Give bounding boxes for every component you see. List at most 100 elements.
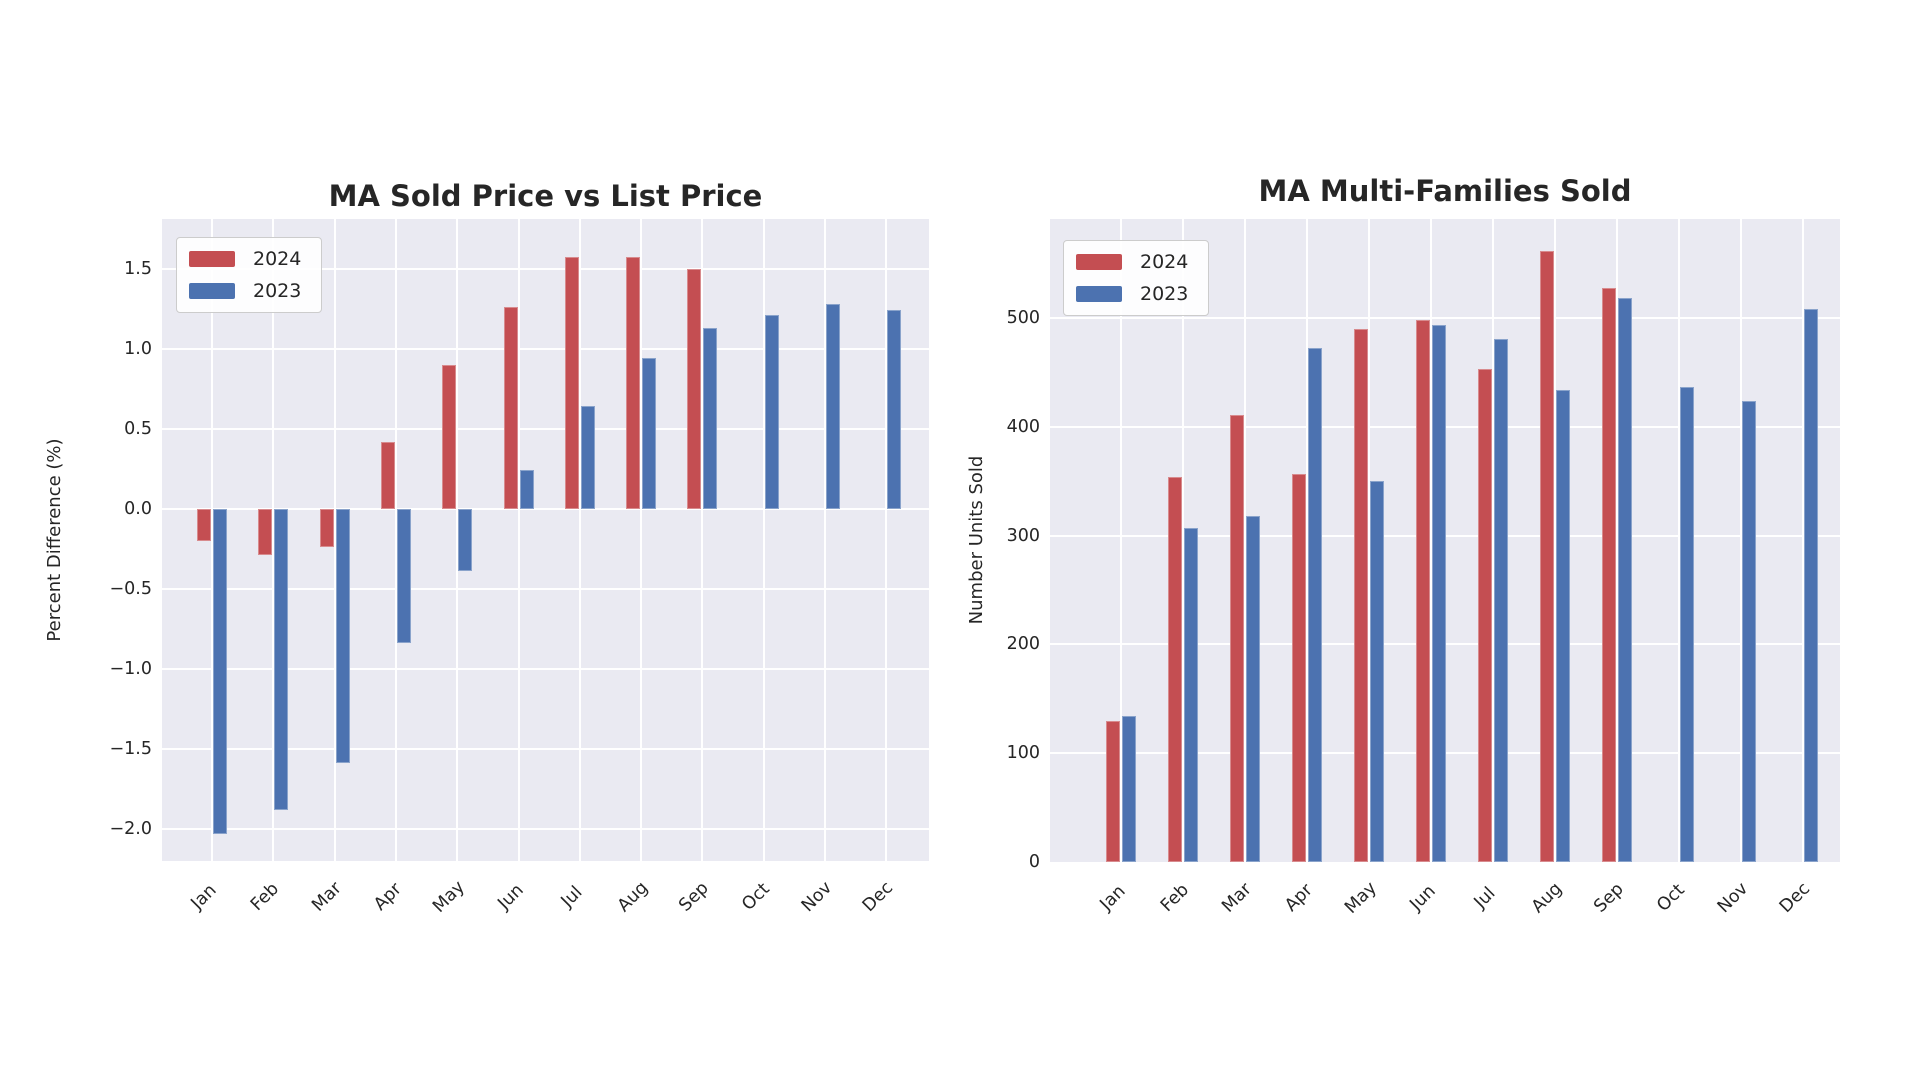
gridline-vertical (517, 219, 520, 861)
y-tick-label: 200 (1006, 634, 1040, 655)
bar-2023 (642, 358, 657, 509)
gridline-vertical (1306, 219, 1308, 862)
gridline-horizontal (162, 587, 929, 590)
y-tick-label: 400 (1006, 416, 1040, 437)
x-tick-label: Aug (613, 877, 653, 917)
y-tick-label: 0.0 (124, 498, 152, 519)
y-tick-label: 1.0 (124, 338, 152, 359)
y-axis-label-left: Percent Difference (%) (44, 438, 65, 642)
gridline-vertical (1740, 219, 1742, 862)
gridline-vertical (640, 219, 643, 861)
x-tick-label: Nov (797, 877, 837, 917)
bar-2023 (213, 508, 227, 834)
gridline-vertical (762, 219, 765, 861)
gridline-horizontal (162, 827, 929, 830)
x-tick-label: Dec (859, 877, 898, 917)
bar-2023 (764, 315, 779, 509)
bar-2024 (1354, 328, 1368, 862)
bar-2023 (580, 406, 595, 509)
bar-2023 (1618, 298, 1632, 862)
bar-2023 (1122, 716, 1136, 862)
chart-title-right: MA Multi-Families Sold (1258, 174, 1632, 208)
legend-label: 2023 (1140, 283, 1189, 305)
bar-2024 (1230, 414, 1244, 862)
y-tick-label: −0.5 (109, 578, 153, 599)
bar-2023 (826, 303, 840, 509)
bar-2023 (1742, 400, 1756, 862)
y-tick-label: −1.0 (109, 658, 153, 679)
gridline-vertical (1182, 219, 1184, 862)
gridline-horizontal (162, 427, 929, 430)
gridline-vertical (211, 219, 213, 861)
legend-item: 2023 (189, 280, 301, 302)
gridline-vertical (1554, 219, 1556, 862)
bar-2024 (442, 364, 457, 509)
bar-2023 (887, 310, 902, 509)
x-tick-label: Feb (247, 878, 284, 916)
bar-2023 (274, 508, 289, 810)
bar-2024 (319, 508, 334, 548)
gridline-vertical (1244, 219, 1246, 862)
x-tick-label: Jan (187, 880, 221, 914)
x-tick-label: Feb (1156, 879, 1194, 917)
bar-2023 (1246, 516, 1260, 862)
y-tick-label: 1.5 (124, 258, 152, 279)
bar-2024 (687, 268, 702, 509)
bar-2024 (380, 441, 395, 509)
x-tick-label: May (429, 877, 470, 917)
y-tick-label: 0.5 (124, 418, 152, 439)
gridline-vertical (1802, 219, 1804, 862)
x-tick-label: Aug (1527, 878, 1567, 918)
y-tick-label: −2.0 (109, 818, 153, 839)
x-tick-label: Mar (307, 878, 346, 916)
legend-label: 2024 (1140, 251, 1189, 273)
bar-2024 (1292, 473, 1306, 862)
bar-2024 (503, 307, 518, 509)
gridline-vertical (701, 219, 704, 861)
gridline-horizontal (162, 267, 929, 270)
gridline-horizontal (162, 347, 929, 350)
plot-area-right (1050, 219, 1840, 862)
gridline-vertical (394, 219, 397, 861)
x-tick-label: Jun (493, 880, 528, 914)
legend-swatch-2024 (1076, 254, 1122, 270)
bar-2023 (1308, 348, 1322, 862)
x-tick-label: Oct (1653, 880, 1689, 916)
legend-item: 2024 (1076, 251, 1188, 273)
legend-label: 2023 (253, 280, 302, 302)
gridline-horizontal (162, 667, 929, 670)
gridline-vertical (1120, 219, 1122, 862)
plot-area-left (162, 219, 929, 861)
bar-2023 (458, 508, 473, 572)
x-tick-label: Jul (1470, 883, 1500, 913)
x-tick-label: Apr (370, 879, 406, 915)
bar-2023 (519, 470, 534, 509)
gridline-horizontal (1050, 317, 1840, 319)
bar-2023 (1804, 309, 1818, 862)
bar-2024 (197, 508, 211, 541)
x-tick-label: Nov (1713, 878, 1753, 918)
bar-2024 (1168, 476, 1182, 862)
gridline-vertical (1616, 219, 1618, 862)
gridline-vertical (272, 219, 275, 861)
bar-2023 (1494, 338, 1508, 862)
legend-swatch-2023 (189, 283, 235, 299)
bar-2023 (1556, 389, 1570, 862)
x-tick-label: Jun (1406, 881, 1440, 915)
bar-2023 (1184, 527, 1198, 862)
bar-2024 (1540, 250, 1554, 862)
bar-2023 (1432, 324, 1446, 862)
gridline-vertical (885, 219, 888, 861)
gridline-vertical (456, 219, 459, 861)
legend-swatch-2024 (189, 251, 235, 267)
y-tick-label: 0 (1028, 852, 1040, 872)
legend-item: 2023 (1076, 283, 1188, 305)
legend-item: 2024 (189, 248, 301, 270)
gridline-vertical (1368, 219, 1370, 862)
bar-2023 (335, 508, 350, 764)
x-tick-label: Dec (1775, 878, 1815, 918)
y-tick-label: 300 (1006, 525, 1040, 546)
gridline-vertical (333, 219, 336, 861)
chart-title-left: MA Sold Price vs List Price (328, 179, 763, 213)
